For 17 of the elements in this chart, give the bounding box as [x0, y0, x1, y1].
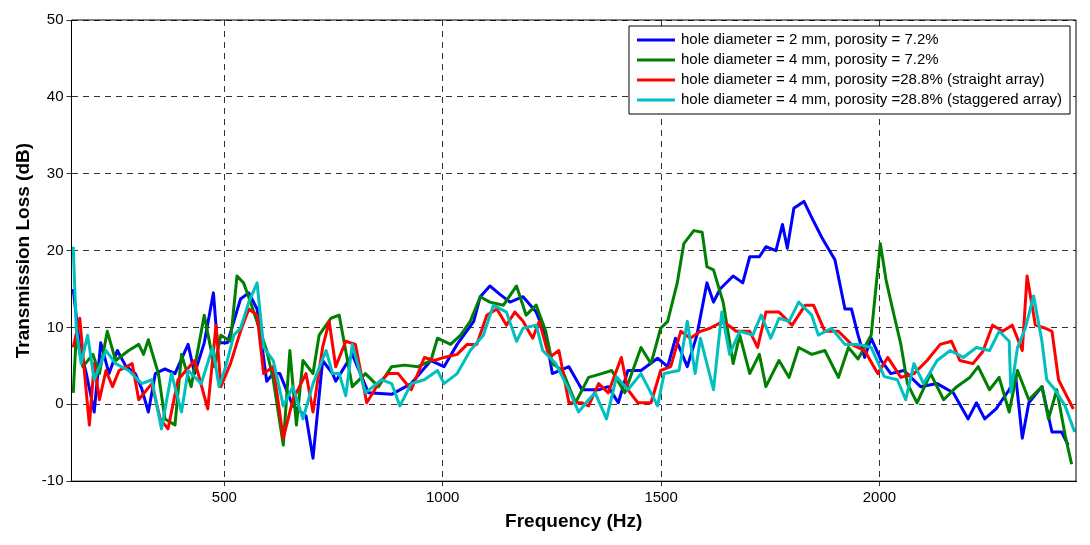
legend-label: hole diameter = 4 mm, porosity =28.8% (staggered array) — [680, 90, 1062, 108]
legend-label: hole diameter = 4 mm, porosity = 7.2% — [680, 50, 939, 68]
y-axis-title: Transmission Loss (dB) — [11, 142, 33, 359]
y-tick-label: 30 — [46, 163, 64, 181]
x-tick-label: 1000 — [426, 488, 460, 506]
y-tick-label: 0 — [55, 394, 64, 412]
x-tick-label: 500 — [211, 488, 237, 506]
y-tick-label: 40 — [46, 87, 64, 105]
y-tick-label: 10 — [46, 317, 64, 335]
legend-label: hole diameter = 4 mm, porosity =28.8% (straight array) — [680, 70, 1045, 88]
x-axis-title: Frequency (Hz) — [505, 509, 643, 531]
y-tick-label: 20 — [46, 240, 64, 258]
y-tick-label: -10 — [41, 471, 64, 489]
x-tick-label: 2000 — [862, 488, 897, 506]
legend-label: hole diameter = 2 mm, porosity = 7.2% — [680, 30, 939, 48]
x-tick-label: 1500 — [644, 488, 678, 506]
y-tick-label: 50 — [46, 10, 64, 28]
